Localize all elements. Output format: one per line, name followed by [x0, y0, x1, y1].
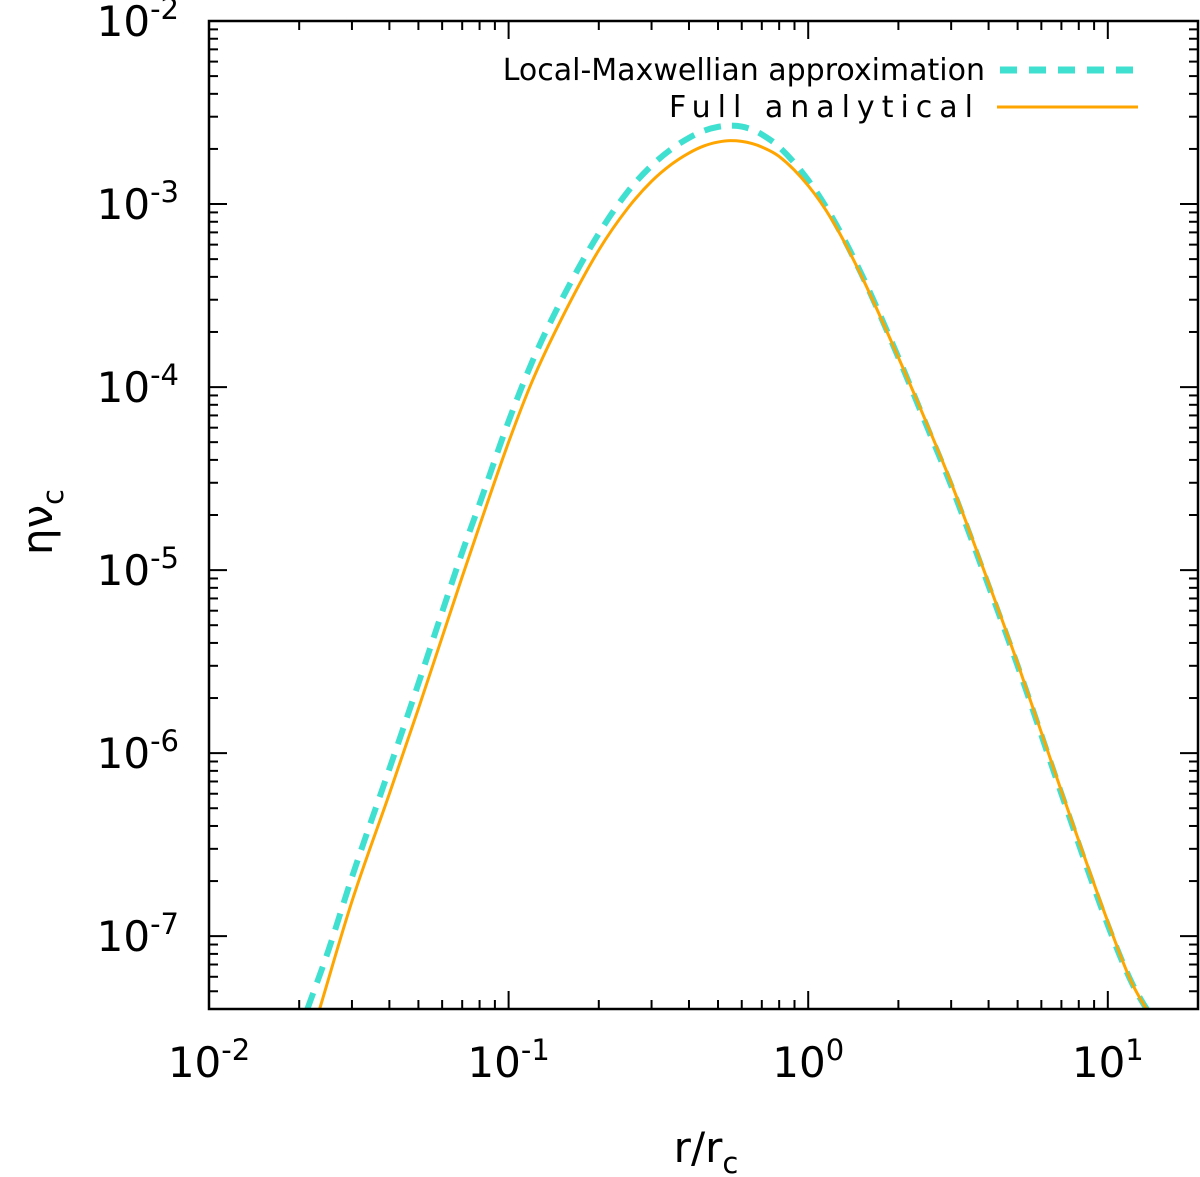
y-tick-label: 10-2 [97, 0, 179, 46]
x-tick-label-base: 10 [467, 1038, 520, 1087]
tick-marks [208, 20, 1199, 1010]
x-tick-label: 100 [772, 1033, 844, 1087]
x-tick-label-exponent: -2 [221, 1033, 250, 1067]
x-axis-title-main: r/r [674, 1123, 723, 1172]
y-axis-title: ηνc [13, 489, 70, 555]
y-tick-label-base: 10 [97, 0, 150, 46]
plot-frame [207, 19, 1200, 1011]
series-line-full-analytical [318, 139, 1149, 1009]
x-tick-label: 10-2 [168, 1033, 250, 1087]
y-tick-label-exponent: -6 [150, 724, 179, 758]
x-axis-title-sub: c [722, 1146, 738, 1177]
y-tick-label: 10-7 [97, 907, 179, 961]
y-tick-label-base: 10 [97, 546, 150, 595]
y-tick-label-exponent: -4 [150, 358, 179, 392]
y-tick-label-exponent: -7 [150, 907, 179, 941]
x-tick-label-base: 10 [1072, 1038, 1125, 1087]
y-tick-label-exponent: -5 [150, 541, 179, 575]
legend-label-local-maxwellian: Local-Maxwellian approximation [503, 53, 985, 88]
y-tick-label: 10-5 [97, 541, 179, 595]
legend: Local-Maxwellian approximation Full anal… [503, 53, 1140, 125]
series-layer [304, 122, 1151, 1009]
x-tick-label-exponent: 1 [1125, 1033, 1143, 1067]
y-tick-label-base: 10 [97, 363, 150, 412]
y-tick-label-base: 10 [97, 912, 150, 961]
y-tick-label-base: 10 [97, 729, 150, 778]
y-axis-title-main: ην [13, 505, 62, 555]
y-tick-label-base: 10 [97, 180, 150, 229]
x-tick-label: 101 [1072, 1033, 1144, 1087]
plot-background [209, 21, 1200, 1009]
x-tick-label: 10-1 [467, 1033, 549, 1087]
y-tick-label: 10-3 [97, 175, 179, 229]
y-tick-label: 10-6 [97, 724, 179, 778]
x-tick-label-exponent: -1 [521, 1033, 550, 1067]
x-tick-label-base: 10 [168, 1038, 221, 1087]
y-axis-title-sub: c [36, 489, 70, 505]
y-tick-label: 10-4 [97, 358, 179, 412]
x-axis-title: r/rc [674, 1123, 739, 1177]
x-tick-label-base: 10 [772, 1038, 825, 1087]
x-tick-label-exponent: 0 [826, 1033, 844, 1067]
y-tick-label-exponent: -2 [150, 0, 179, 26]
legend-label-full-analytical: Full analytical [669, 90, 980, 125]
y-tick-label-exponent: -3 [150, 175, 179, 209]
